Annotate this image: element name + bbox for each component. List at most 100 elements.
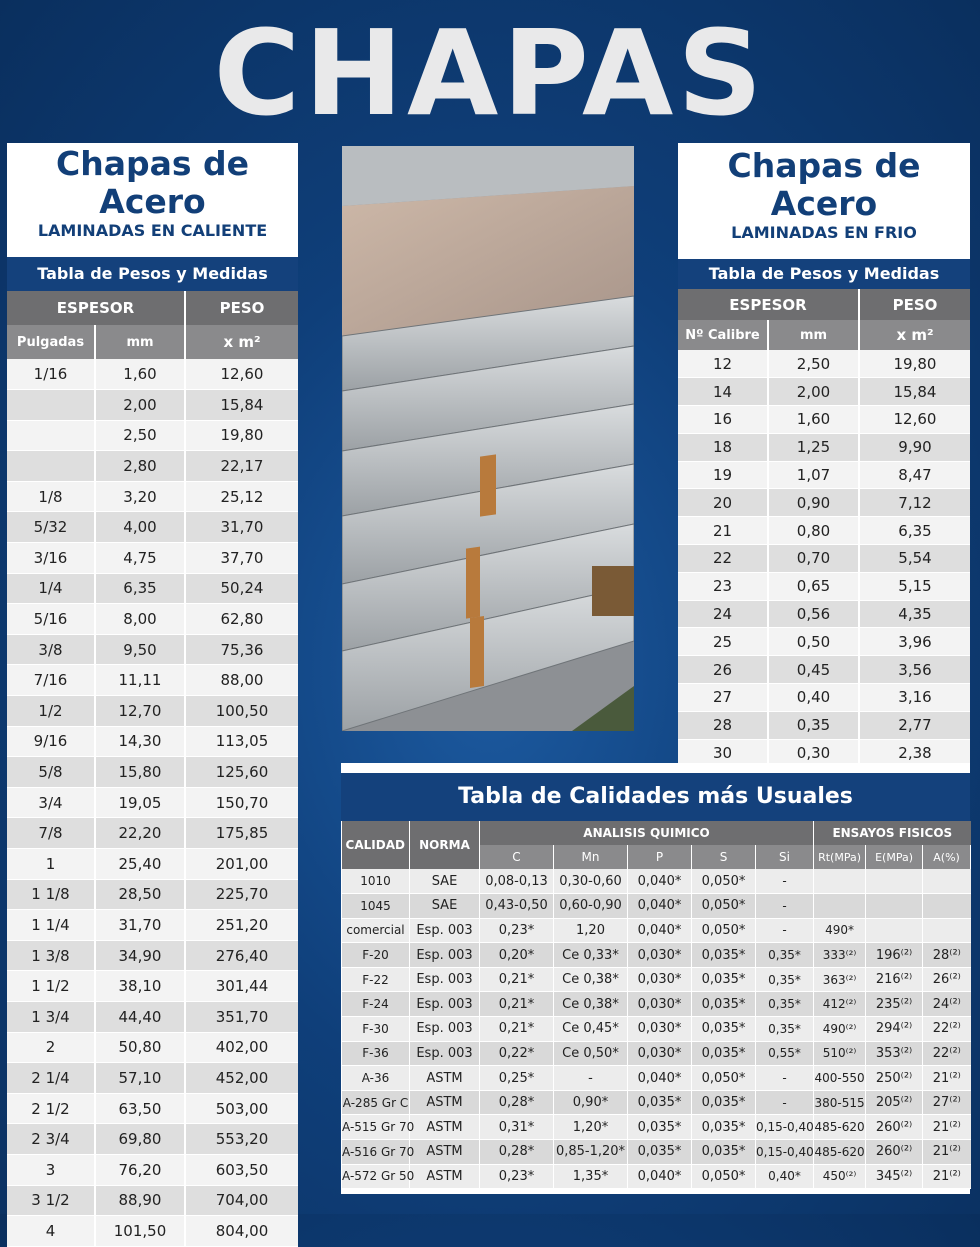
quality-cell: - (553, 1065, 628, 1091)
cold-cell: 0,80 (767, 516, 859, 546)
hot-cell: 75,36 (184, 634, 298, 666)
cold-cell: 6,35 (858, 516, 970, 546)
quality-cell: 0,035* (691, 1016, 756, 1042)
cold-h-xm2: x m² (859, 320, 970, 350)
cold-cell: 2,77 (858, 711, 970, 740)
hot-row: 3/8 9,50 75,36 (7, 634, 298, 666)
hot-row: 3/4 19,05 150,70 (7, 787, 298, 819)
cold-row: 25 0,50 3,96 (678, 627, 970, 657)
quality-cell: 1,35* (553, 1164, 628, 1190)
quality-cell: 27⁽²⁾ (922, 1090, 971, 1116)
cold-cell: 19 (678, 461, 768, 490)
hot-h-mm: mm (95, 325, 186, 359)
quality-cell: 1,20 (553, 918, 628, 944)
hot-cell: 603,50 (184, 1154, 298, 1186)
hot-weights-table: ESPESOR PESO Pulgadas mm x m² 1/16 1,60 12… (7, 291, 298, 1247)
quality-cell: F-36 (341, 1041, 410, 1067)
hot-cell: 1 (7, 848, 95, 880)
quality-cell: 0,28* (479, 1090, 554, 1116)
quality-cell: 0,035* (627, 1090, 692, 1116)
quality-cell: 400-550 (813, 1065, 866, 1091)
hot-row: 7/16 11,11 88,00 (7, 664, 298, 697)
hot-cell: 1 3/4 (7, 1001, 95, 1033)
cold-cell: 0,50 (767, 627, 859, 657)
q-h-col: Rt(MPa) (813, 845, 867, 869)
hot-cell: 7/8 (7, 817, 95, 849)
quality-cell: 0,035* (627, 1114, 692, 1141)
quality-cell: 0,040* (627, 869, 692, 895)
quality-cell: 490* (813, 918, 866, 944)
quality-cell: 0,20* (479, 942, 554, 968)
quality-cell: comercial (341, 918, 410, 944)
hot-cell: 4 (7, 1215, 95, 1247)
quality-cell: 0,040* (627, 893, 692, 919)
quality-cell: - (754, 869, 814, 895)
quality-cell: ASTM (409, 1139, 480, 1165)
q-h-calidad: CALIDAD (341, 821, 410, 869)
hot-row: 3/16 4,75 37,70 (7, 542, 298, 574)
cold-cell: 9,90 (858, 433, 970, 462)
quality-cell: 24⁽²⁾ (922, 991, 971, 1018)
hot-cell: 3/16 (7, 542, 95, 574)
quality-cell: 260⁽²⁾ (865, 1139, 923, 1165)
hot-cell: 7/16 (7, 664, 95, 697)
hot-cell: 125,60 (184, 756, 298, 788)
cold-cell: 2,00 (767, 377, 859, 407)
hot-cell: 28,50 (94, 879, 185, 911)
hot-row: 2,50 19,80 (7, 420, 298, 452)
cold-cell: 4,35 (858, 600, 970, 629)
cold-cell: 15,84 (858, 377, 970, 407)
hot-h-xm2: x m² (185, 325, 298, 359)
hot-cell: 3 (7, 1154, 95, 1186)
cold-cell: 24 (678, 600, 768, 629)
hot-cell: 5/32 (7, 511, 95, 544)
hot-cell: 804,00 (184, 1215, 298, 1247)
quality-row: A-572 Gr 50 ASTM 0,23* 1,35* 0,040* 0,050* 0,4… (341, 1164, 971, 1190)
page-title: CHAPAS (213, 4, 767, 142)
quality-cell: Ce 0,50* (553, 1041, 628, 1067)
cold-cell: 0,90 (767, 488, 859, 518)
quality-cell: 21⁽²⁾ (922, 1164, 971, 1190)
quality-cell: 21⁽²⁾ (922, 1114, 971, 1141)
quality-cell: F-20 (341, 942, 410, 968)
hot-cell: 3/8 (7, 634, 95, 666)
quality-cell (922, 918, 971, 944)
quality-cell: 0,035* (691, 1114, 756, 1141)
q-h-col: Si (755, 845, 815, 869)
quality-row: 1010 SAE 0,08-0,13 0,30-0,60 0,040* 0,050* - (341, 869, 971, 895)
quality-cell: ASTM (409, 1164, 480, 1190)
quality-cell: 0,050* (691, 1065, 756, 1091)
quality-cell: Ce 0,38* (553, 967, 628, 993)
hot-cell: 62,80 (184, 603, 298, 635)
quality-cell (865, 893, 923, 919)
hot-cell: 12,60 (184, 359, 298, 391)
hot-cell: 25,40 (94, 848, 185, 880)
hot-cell: 1,60 (94, 359, 185, 391)
hot-cell: 6,35 (94, 573, 185, 605)
quality-cell: 0,035* (691, 967, 756, 993)
hot-cell: 201,00 (184, 848, 298, 880)
hot-cell (7, 450, 95, 482)
cold-cell: 12,60 (858, 405, 970, 434)
quality-cell: 235⁽²⁾ (865, 991, 923, 1018)
cold-weights-table: ESPESOR PESO Nº Calibre mm x m² 12 2,50 19… (678, 289, 970, 768)
quality-cell: 0,050* (691, 893, 756, 919)
quality-row: F-20 Esp. 003 0,20* Ce 0,33* 0,030* 0,035* 0,3… (341, 942, 971, 968)
hot-h-espesor: ESPESOR (7, 291, 186, 325)
quality-cell (813, 869, 866, 895)
quality-cell: 0,60-0,90 (553, 893, 628, 919)
cold-cell: 1,25 (767, 433, 859, 462)
quality-cell: 0,28* (479, 1139, 554, 1165)
quality-cell: 21⁽²⁾ (922, 1139, 971, 1165)
hot-cell: 50,24 (184, 573, 298, 605)
cold-cell: 5,15 (858, 572, 970, 601)
hot-row: 2,00 15,84 (7, 389, 298, 421)
hot-cell: 31,70 (94, 909, 185, 941)
quality-cell: 450⁽²⁾ (813, 1164, 866, 1190)
hot-cell: 704,00 (184, 1185, 298, 1217)
hot-cell: 15,84 (184, 389, 298, 421)
cold-cell: 0,35 (767, 711, 859, 740)
quality-cell: 485-620 (813, 1139, 866, 1165)
cold-cell: 19,80 (858, 350, 970, 379)
quality-row: 1045 SAE 0,43-0,50 0,60-0,90 0,040* 0,050* - (341, 893, 971, 919)
